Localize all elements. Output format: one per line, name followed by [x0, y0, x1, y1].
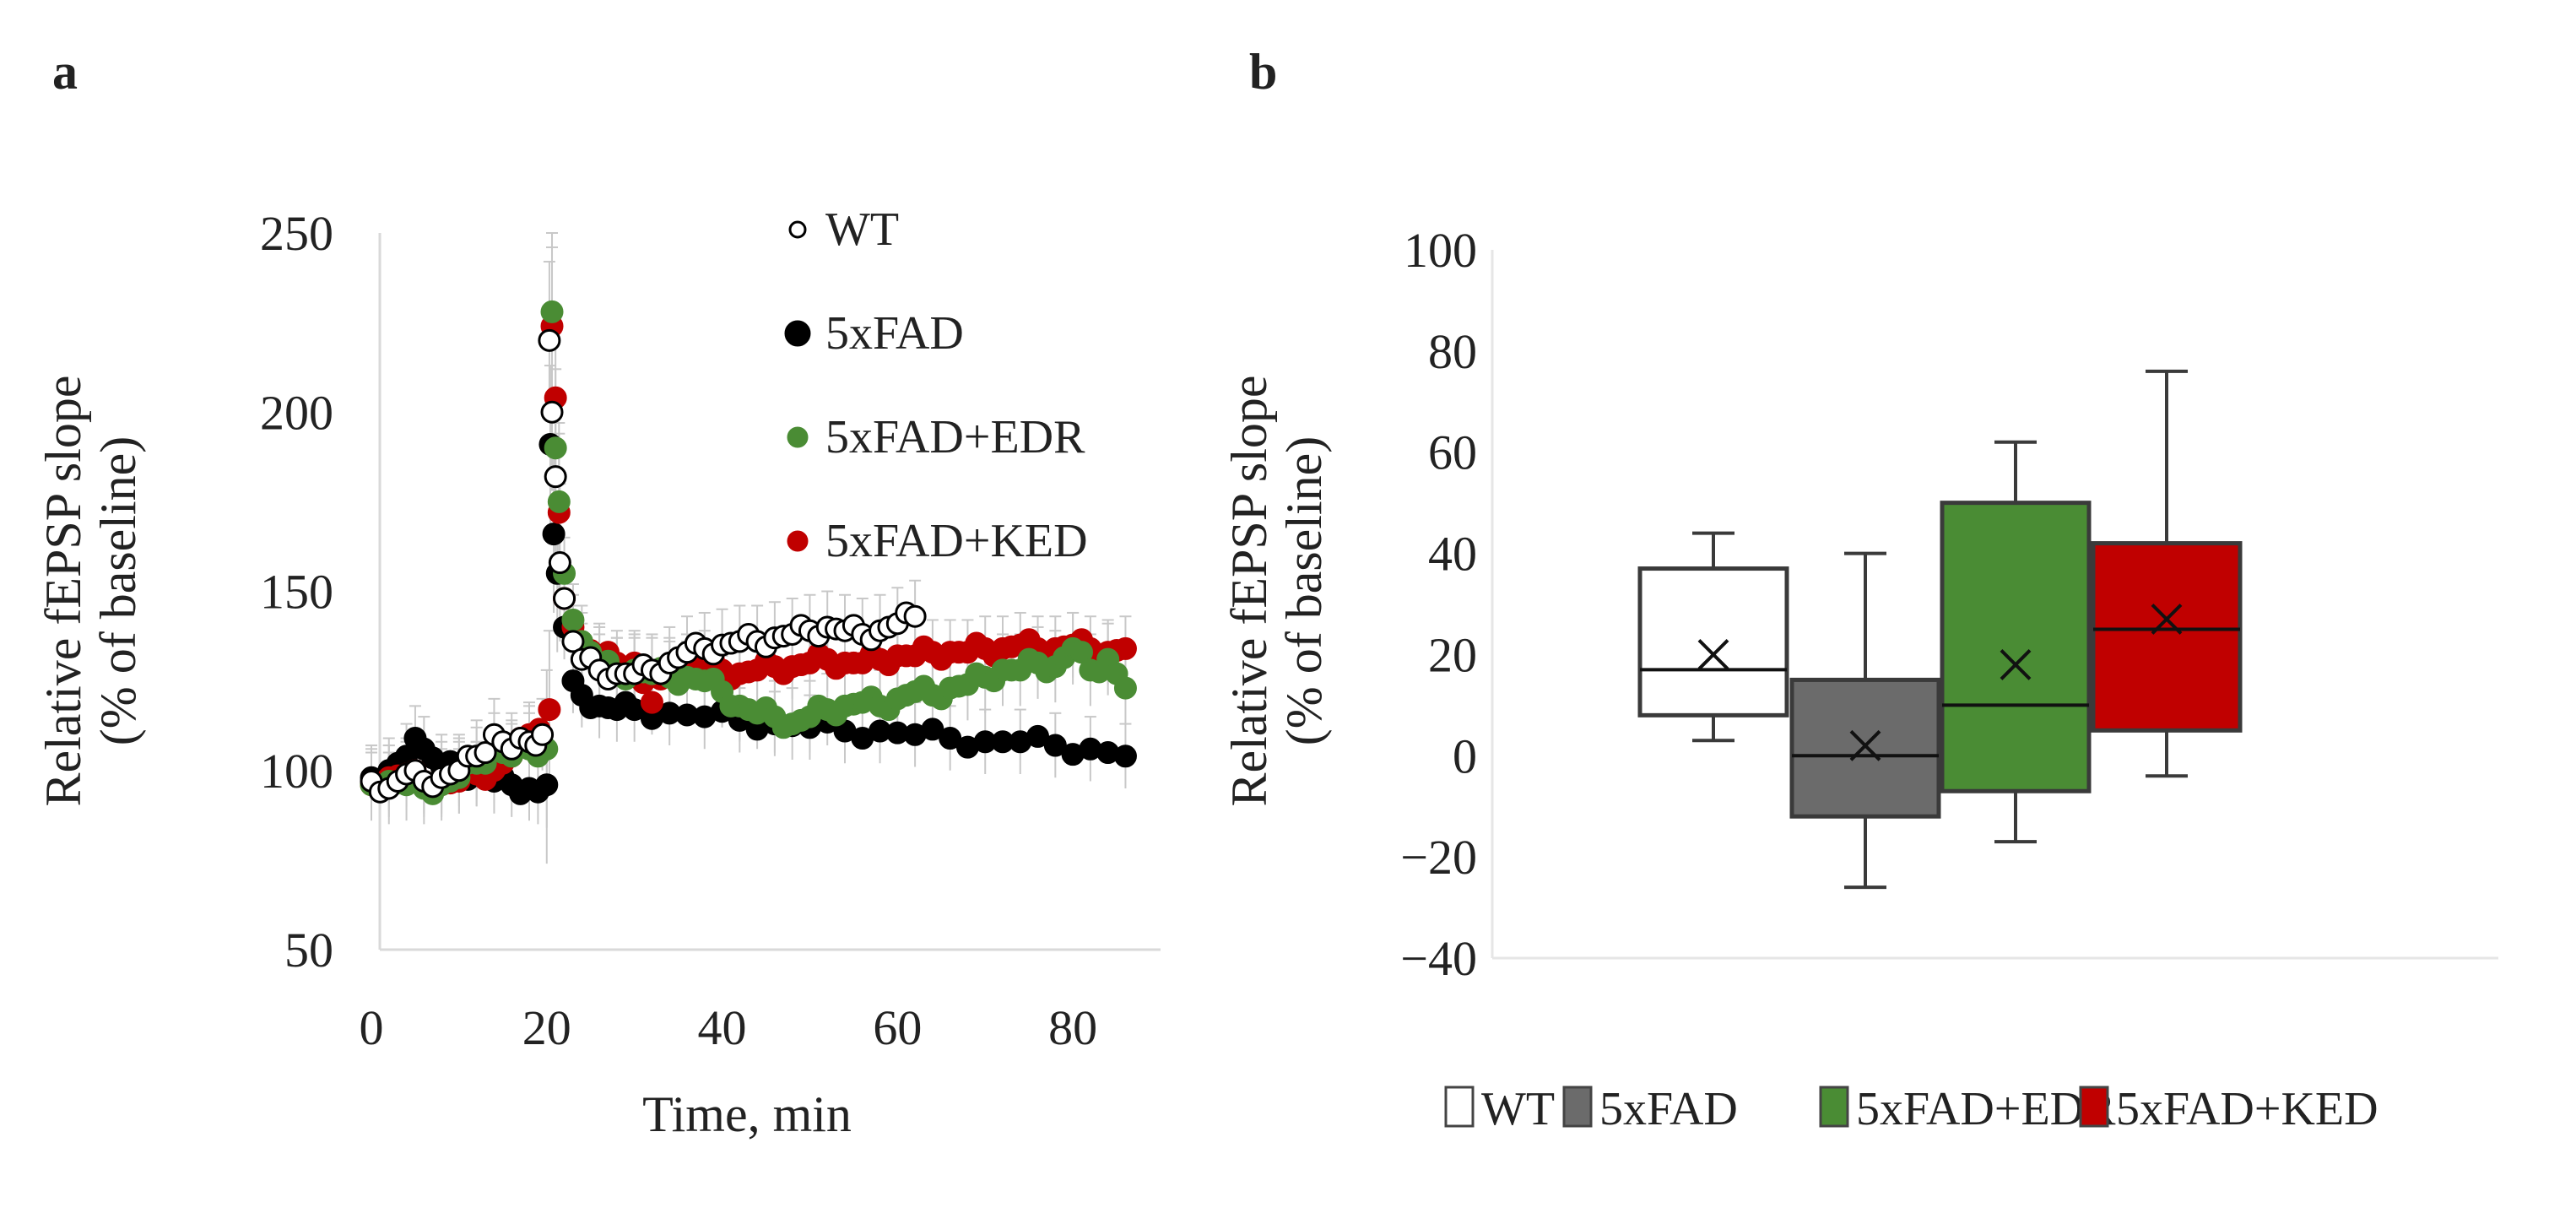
- legend-label-5xfad-edr: 5xFAD+EDR: [1856, 1083, 2116, 1135]
- y-tick-label-a: 150: [260, 565, 333, 620]
- x-tick-label-a: 20: [522, 1000, 571, 1055]
- legend-label-5xfad: 5xFAD: [1599, 1083, 1738, 1135]
- y-tick-label-b: −20: [1400, 830, 1477, 885]
- y-tick-label-b: 20: [1428, 627, 1477, 682]
- y-axis-label-a-line1: Relative fEPSP slope: [35, 375, 91, 806]
- y-tick-label-a: 200: [260, 385, 333, 440]
- data-point-wt: [540, 400, 564, 424]
- data-point-wt: [548, 551, 571, 575]
- y-tick-label-b: 40: [1428, 527, 1477, 582]
- data-point-wt: [544, 465, 567, 489]
- x-tick-label-a: 0: [360, 1000, 384, 1055]
- y-tick-label-b: −40: [1400, 931, 1477, 986]
- data-point-wt: [538, 328, 561, 352]
- legend-label-5xfad-ked: 5xFAD+KED: [825, 515, 1088, 567]
- y-axis-label-b-line2: (% of baseline): [1276, 436, 1332, 746]
- box-5xfad-ked: [2091, 541, 2243, 733]
- data-point-5xfad-edr: [1113, 676, 1137, 700]
- legend-label-5xfad: 5xFAD: [825, 307, 964, 360]
- data-point-wt: [561, 630, 585, 653]
- data-point-5xfad-ked: [640, 690, 663, 714]
- y-axis-label-b-line1: Relative fEPSP slope: [1221, 375, 1277, 806]
- data-point-5xfad-edr: [544, 436, 567, 460]
- data-point-5xfad-ked: [538, 698, 561, 722]
- y-tick-label-b: 0: [1453, 728, 1477, 783]
- data-point-wt: [531, 723, 555, 746]
- box-5xfad: [1789, 677, 1941, 819]
- box-wt: [1637, 566, 1789, 718]
- data-point-5xfad: [921, 718, 944, 741]
- y-tick-label-b: 60: [1428, 425, 1477, 480]
- legend-swatch-5xfad-edr: [1819, 1086, 1849, 1128]
- legend-swatch-wt: [1444, 1086, 1475, 1128]
- data-point-5xfad-edr: [561, 608, 585, 631]
- x-axis-label-a: Time, min: [642, 1086, 852, 1142]
- data-point-wt: [474, 741, 497, 765]
- data-point-5xfad-ked: [1113, 636, 1137, 660]
- x-tick-label-a: 60: [873, 1000, 922, 1055]
- data-point-5xfad-edr: [540, 300, 564, 323]
- box-5xfad-edr: [1940, 501, 2092, 793]
- legend-marker-5xfad-edr: [787, 426, 809, 448]
- panel-label-b: b: [1249, 44, 1277, 100]
- x-tick-label-a: 40: [698, 1000, 747, 1055]
- data-point-5xfad: [1113, 745, 1137, 768]
- data-point-5xfad: [939, 727, 962, 750]
- data-point-wt: [903, 604, 927, 628]
- legend-swatch-5xfad: [1562, 1086, 1593, 1128]
- y-tick-label-b: 100: [1404, 223, 1477, 278]
- legend-swatch-5xfad-ked: [2079, 1086, 2109, 1128]
- mean-marker-wt: [1697, 639, 1729, 670]
- legend-label-5xfad-ked: 5xFAD+KED: [2116, 1083, 2378, 1135]
- mean-marker-5xfad-ked: [2151, 604, 2183, 635]
- mean-marker-5xfad: [1849, 729, 1881, 761]
- legend-marker-5xfad-ked: [787, 530, 809, 552]
- data-point-5xfad-edr: [547, 490, 571, 513]
- y-tick-label-a: 100: [260, 744, 333, 799]
- y-tick-label-a: 250: [260, 206, 333, 261]
- data-point-5xfad: [542, 523, 566, 546]
- legend-label-wt: WT: [825, 203, 899, 256]
- data-point-wt: [553, 587, 576, 610]
- y-tick-label-a: 50: [284, 923, 333, 977]
- chart-a: Relative fEPSP slope (% of baseline) Tim…: [35, 203, 1161, 1142]
- legend-label-wt: WT: [1481, 1083, 1555, 1135]
- panel-label-a: a: [52, 44, 78, 100]
- chart-b: Relative fEPSP slope (% of baseline) −40…: [1221, 223, 2498, 1135]
- y-tick-label-b: 80: [1428, 324, 1477, 379]
- legend-marker-wt: [788, 220, 807, 239]
- data-point-5xfad: [1026, 724, 1050, 748]
- y-axis-label-a-line2: (% of baseline): [90, 436, 146, 746]
- data-point-5xfad: [1043, 734, 1067, 757]
- legend-label-5xfad-edr: 5xFAD+EDR: [825, 411, 1085, 463]
- data-point-5xfad-edr: [1070, 641, 1093, 664]
- data-point-5xfad: [535, 773, 559, 797]
- x-tick-label-a: 80: [1048, 1000, 1097, 1055]
- legend-marker-5xfad: [784, 320, 811, 347]
- mean-marker-5xfad-edr: [2000, 648, 2032, 680]
